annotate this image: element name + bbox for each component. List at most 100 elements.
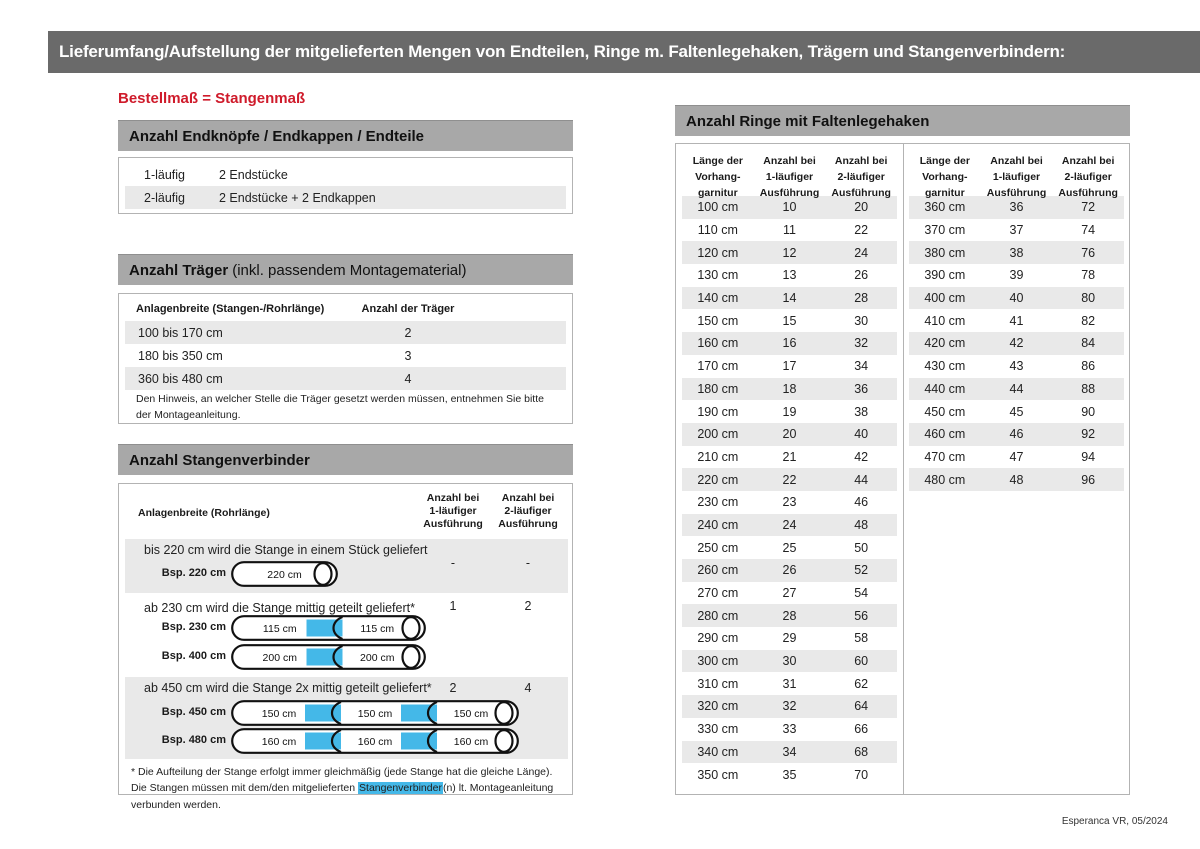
cell-anzahl-1-laeufig: 28 xyxy=(782,608,797,623)
table-row: 2-läufig 2 Endstücke + 2 Endkappen xyxy=(125,186,566,209)
column-header-line: 2-läufiger xyxy=(837,171,885,183)
endteile-table: 1-läufig 2 Endstücke 2-läufig 2 Endstücke +… xyxy=(118,157,573,214)
value-1-laeufig: 2 xyxy=(449,681,457,695)
column-header-line: 2-läufiger xyxy=(1064,171,1112,183)
table-row: 280 cm 28 56 xyxy=(682,604,897,628)
column-header-line: 1-läufiger xyxy=(429,505,477,517)
table-row: 310 cm 31 62 xyxy=(682,672,897,695)
verbinder-description: bis 220 cm wird die Stange in einem Stüc… xyxy=(144,543,428,557)
traeger-col-header-anlagenbreite: Anlagenbreite (Stangen-/Rohrlänge) xyxy=(136,303,325,315)
table-row: 210 cm 21 42 xyxy=(682,446,897,469)
cell-laenge: 190 cm xyxy=(697,404,739,419)
table-row: 480 cm 48 96 xyxy=(909,468,1124,491)
verbinder-col-header-anlagenbreite: Anlagenbreite (Rohrlänge) xyxy=(138,507,270,519)
cell-anzahl-2-laeufig: 26 xyxy=(854,268,869,283)
section-header-stangenverbinder: Anzahl Stangenverbinder xyxy=(118,444,573,475)
cell-anzahl-1-laeufig: 44 xyxy=(1009,381,1024,396)
table-row: 330 cm 33 66 xyxy=(682,718,897,741)
cell-anzahl-1-laeufig: 16 xyxy=(782,336,797,351)
cell-laenge: 430 cm xyxy=(924,359,966,374)
cell-laenge: 180 cm xyxy=(697,381,739,396)
cell-anzahl-1-laeufig: 23 xyxy=(782,495,797,510)
footnote-highlight: Stangenverbinder xyxy=(358,782,443,795)
table-row: 220 cm 22 44 xyxy=(682,468,897,491)
cell-laenge: 470 cm xyxy=(924,449,966,464)
cell-laenge: 310 cm xyxy=(697,676,739,691)
rod-example-label: Bsp. 230 cm xyxy=(161,621,226,633)
cell-laenge: 100 cm xyxy=(697,200,739,215)
cell-anzahl-1-laeufig: 36 xyxy=(1009,200,1024,215)
column-header-line: Ausführung xyxy=(1058,187,1118,199)
cell-anzahl-2-laeufig: 76 xyxy=(1081,245,1096,260)
traeger-rows: 100 bis 170 cm 2 180 bis 350 cm 3 360 bis 48… xyxy=(119,321,572,390)
cell-anzahl-2-laeufig: 50 xyxy=(854,540,869,555)
cell-laenge: 270 cm xyxy=(697,586,739,601)
cell-anzahl-1-laeufig: 41 xyxy=(1009,313,1024,328)
cell-anzahl-1-laeufig: 43 xyxy=(1009,359,1024,374)
cell-anzahl-1-laeufig: 33 xyxy=(782,722,797,737)
cell-laenge: 450 cm xyxy=(924,404,966,419)
cell-laenge: 340 cm xyxy=(697,744,739,759)
svg-text:150 cm: 150 cm xyxy=(262,708,297,720)
cell-anzahl-1-laeufig: 22 xyxy=(782,472,797,487)
section-title-traeger-suffix: (inkl. passendem Montagematerial) xyxy=(232,261,467,279)
table-row: 100 cm 10 20 xyxy=(682,196,897,219)
cell-anzahl-1-laeufig: 46 xyxy=(1009,427,1024,442)
cell-anzahl-1-laeufig: 35 xyxy=(782,767,797,782)
cell-anzahl-1-laeufig: 38 xyxy=(1009,245,1024,260)
cell-laenge: 300 cm xyxy=(697,654,739,669)
cell-anzahl-2-laeufig: 34 xyxy=(854,359,869,374)
cell-anzahl-1-laeufig: 18 xyxy=(782,381,797,396)
cell-laenge: 220 cm xyxy=(697,472,739,487)
cell-laenge: 350 cm xyxy=(697,767,739,782)
table-row: 250 cm 25 50 xyxy=(682,536,897,559)
column-header-line: Ausführung xyxy=(759,187,820,199)
section-title-endteile: Anzahl Endknöpfe / Endkappen / Endteile xyxy=(129,127,425,145)
cell-anzahl-1-laeufig: 21 xyxy=(782,449,797,464)
ringe-column-header: Anzahl bei 1-läufiger Ausführung xyxy=(754,149,826,199)
cell-laenge: 110 cm xyxy=(697,223,738,238)
value-1-laeufig: 1 xyxy=(449,599,457,613)
table-row: 110 cm 11 22 xyxy=(682,219,897,242)
column-header-line: Anzahl bei xyxy=(426,492,480,504)
cell-laenge: 400 cm xyxy=(924,291,966,306)
cell-anzahl-1-laeufig: 24 xyxy=(782,517,797,532)
table-row: 420 cm 42 84 xyxy=(909,332,1124,355)
ringe-column-header: Anzahl bei 2-läufiger Ausführung xyxy=(825,149,897,199)
cell-laenge: 160 cm xyxy=(697,336,739,351)
rod-diagram: 160 cm 160 cm 160 cm xyxy=(231,728,519,759)
table-row: 410 cm 41 82 xyxy=(909,309,1124,332)
traeger-note: Den Hinweis, an welcher Stelle die Träge… xyxy=(136,393,544,421)
column-header-line: Anzahl bei xyxy=(1061,155,1115,167)
table-row: 380 cm 38 76 xyxy=(909,241,1124,265)
cell-laenge: 460 cm xyxy=(924,427,966,442)
cell-anzahl-1-laeufig: 17 xyxy=(782,359,797,374)
cell-anzahl-2-laeufig: 46 xyxy=(854,495,869,510)
column-header-line: Anzahl bei xyxy=(834,155,888,167)
ringe-column-header: Länge der Vorhang-garnitur xyxy=(909,149,981,199)
table-row: 400 cm 40 80 xyxy=(909,286,1124,310)
verbinder-row-group: ab 450 cm wird die Stange 2x mittig gete… xyxy=(125,677,568,759)
table-row: 180 cm 18 36 xyxy=(682,377,897,401)
column-header-line: Anzahl bei xyxy=(501,492,555,504)
column-header-line: Ausführung xyxy=(423,518,483,530)
cell-laenge: 360 cm xyxy=(924,200,966,215)
cell-anzahl-traeger: 4 xyxy=(404,371,412,386)
endteile-rows: 1-läufig 2 Endstücke 2-läufig 2 Endstücke +… xyxy=(119,163,572,209)
page-title: Lieferumfang/Aufstellung der mitgeliefer… xyxy=(59,42,1066,61)
section-header-traeger: Anzahl Träger (inkl. passendem Montagema… xyxy=(118,254,573,285)
cell-laenge: 420 cm xyxy=(924,336,966,351)
cell-anlagenbreite: 180 bis 350 cm xyxy=(138,348,223,363)
cell-laenge: 120 cm xyxy=(697,245,739,260)
cell-anlagenbreite: 360 bis 480 cm xyxy=(138,371,223,386)
cell-anzahl-1-laeufig: 29 xyxy=(782,631,797,646)
section-header-ringe: Anzahl Ringe mit Faltenlegehaken xyxy=(675,105,1130,136)
cell-anlagenbreite: 100 bis 170 cm xyxy=(138,325,223,340)
cell-anzahl-2-laeufig: 56 xyxy=(854,608,869,623)
cell-laenge: 240 cm xyxy=(697,517,739,532)
cell-anzahl-2-laeufig: 32 xyxy=(854,336,869,351)
rod-example-label: Bsp. 400 cm xyxy=(161,650,226,662)
section-title-stangenverbinder: Anzahl Stangenverbinder xyxy=(129,451,310,469)
rod-example-label: Bsp. 480 cm xyxy=(161,734,226,746)
